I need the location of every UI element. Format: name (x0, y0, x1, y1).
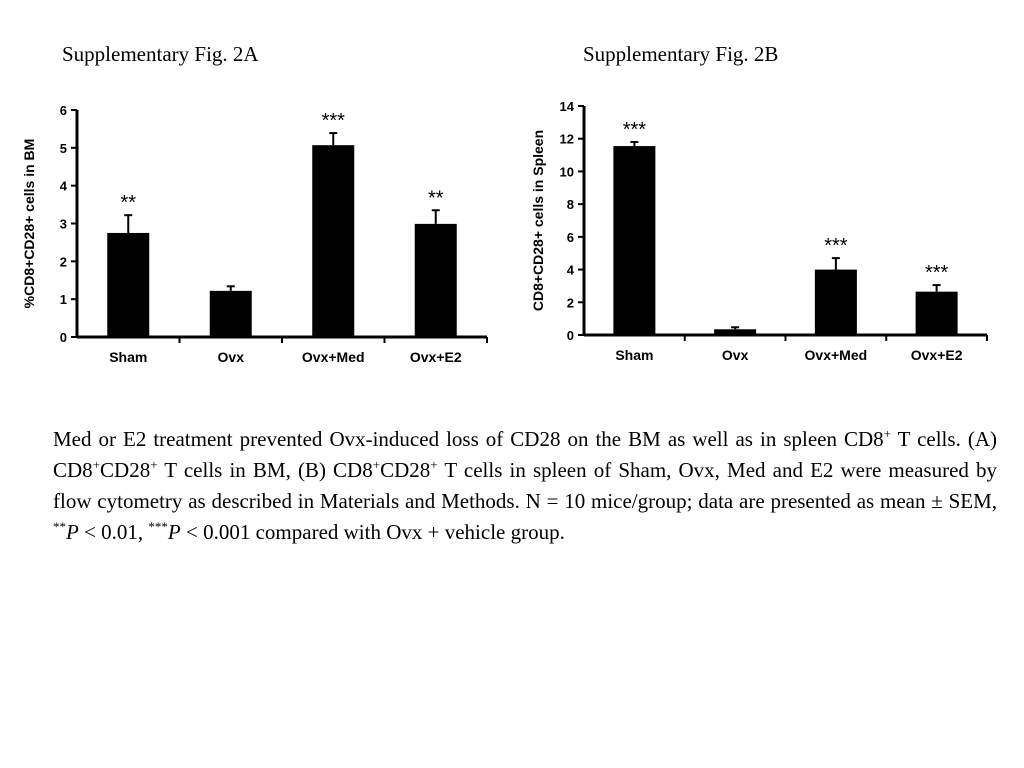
caption-text: CD28 (100, 458, 151, 482)
y-tick-label: 2 (60, 254, 67, 269)
y-tick-label: 14 (560, 99, 575, 114)
caption-text: Med or E2 treatment prevented Ovx-induce… (53, 427, 884, 451)
caption-p-italic: P (66, 520, 79, 544)
y-tick-label: 6 (567, 230, 574, 245)
caption-text: < 0.01, (78, 520, 149, 544)
caption-sup: ** (53, 519, 66, 534)
y-tick-label: 10 (560, 164, 574, 179)
significance-label: *** (824, 235, 848, 257)
significance-label: ** (120, 192, 136, 214)
y-tick-label: 0 (60, 330, 67, 345)
caption-text: T cells in BM, (B) CD8 (157, 458, 373, 482)
bar-chart-bm: 0 1 2 3 4 5 6 %CD8+CD28+ cells in BM ** Sham Ovx **… (21, 103, 488, 365)
caption-text: CD28 (380, 458, 431, 482)
caption-sup: + (883, 426, 891, 441)
y-tick-label: 8 (567, 197, 574, 212)
figure-b-title: Supplementary Fig. 2B (583, 42, 779, 66)
bar (714, 329, 757, 335)
category-label: Ovx (722, 347, 749, 363)
bar (814, 269, 857, 335)
category-label: Ovx+Med (805, 347, 868, 363)
y-tick-label: 2 (567, 295, 574, 310)
bar-chart-spleen: 0 2 4 6 8 10 12 14 CD8+CD28+ cells in Spleen *** S… (530, 99, 988, 363)
caption-sup: + (150, 457, 158, 472)
y-axis-label: %CD8+CD28+ cells in BM (21, 139, 37, 309)
y-tick-label: 5 (60, 141, 67, 156)
bar (312, 145, 355, 337)
category-label: Ovx+E2 (410, 349, 462, 365)
significance-label: *** (322, 110, 346, 132)
category-label: Sham (109, 349, 147, 365)
figure-a-title: Supplementary Fig. 2A (62, 42, 259, 66)
y-tick-label: 4 (60, 179, 68, 194)
significance-label: ** (428, 187, 444, 209)
significance-label: *** (623, 119, 647, 141)
bar (915, 291, 958, 335)
y-tick-label: 3 (60, 217, 67, 232)
category-label: Sham (615, 347, 653, 363)
caption-text: T cells in spleen of Sham, Ovx, Med and … (53, 458, 998, 513)
y-tick-label: 12 (560, 132, 574, 147)
category-label: Ovx+Med (302, 349, 365, 365)
caption-text: < 0.001 compared with Ovx + vehicle grou… (180, 520, 565, 544)
category-label: Ovx+E2 (911, 347, 963, 363)
caption-sup: + (372, 457, 381, 472)
caption-sup: + (92, 457, 101, 472)
bar (107, 232, 150, 337)
category-label: Ovx (218, 349, 245, 365)
bar (414, 223, 457, 337)
bar (613, 146, 656, 335)
y-axis-label: CD8+CD28+ cells in Spleen (530, 130, 546, 311)
caption-text: T cells. (A) CD8 (53, 427, 997, 482)
caption-sup: + (430, 457, 438, 472)
y-tick-label: 6 (60, 103, 67, 118)
caption-sup: *** (148, 519, 168, 534)
significance-label: *** (925, 262, 949, 284)
y-tick-label: 4 (567, 263, 575, 278)
bar (209, 290, 252, 337)
figure-caption: Med or E2 treatment prevented Ovx-induce… (53, 424, 997, 548)
caption-p-italic: P (167, 520, 181, 544)
y-tick-label: 1 (60, 292, 67, 307)
y-tick-label: 0 (567, 328, 574, 343)
